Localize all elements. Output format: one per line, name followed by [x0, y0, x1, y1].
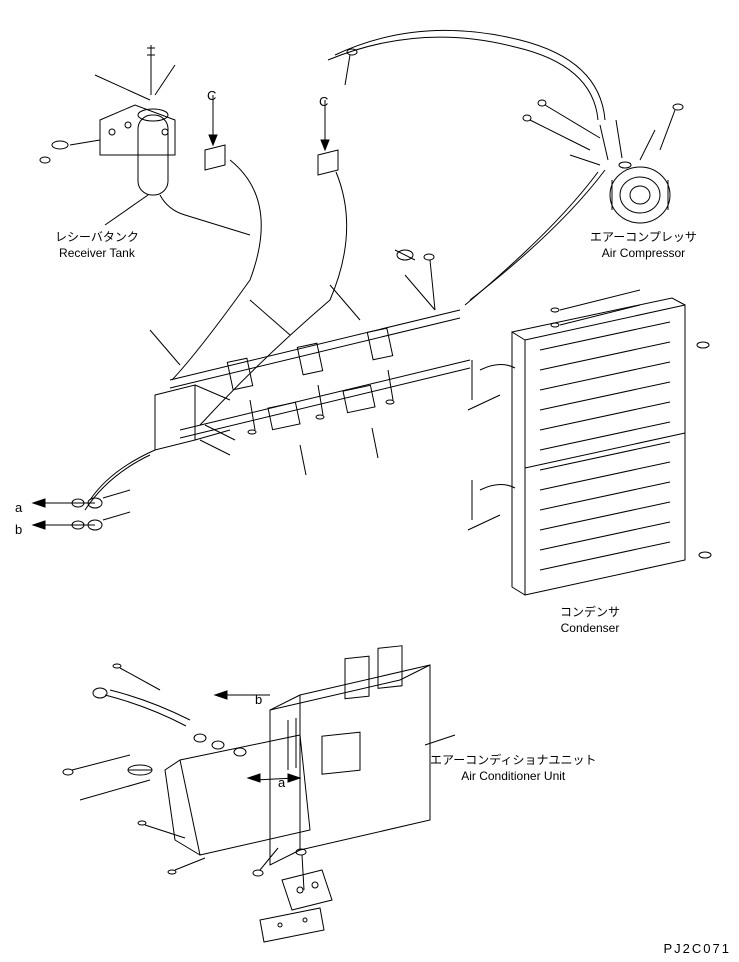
receiver-tank-label: レシーバタンク Receiver Tank	[55, 230, 139, 261]
air-conditioner-unit-jp: エアーコンディショナユニット	[430, 753, 596, 767]
air-conditioner-unit-en: Air Conditioner Unit	[461, 769, 565, 783]
air-compressor-label: エアーコンプレッサ Air Compressor	[590, 230, 697, 261]
receiver-tank-en: Receiver Tank	[59, 246, 135, 260]
marker-b-lower: b	[255, 692, 262, 707]
drawing-reference-id: PJ2C071	[664, 941, 731, 956]
condenser-label: コンデンサ Condenser	[560, 605, 620, 636]
marker-c-left: C	[207, 88, 216, 103]
condenser-jp: コンデンサ	[560, 605, 620, 619]
condenser-en: Condenser	[561, 621, 620, 635]
receiver-tank-jp: レシーバタンク	[55, 230, 139, 244]
schematic-drawing	[0, 0, 739, 962]
marker-a-lower: a	[278, 775, 285, 790]
marker-a-upper: a	[15, 500, 22, 515]
air-conditioner-unit-label: エアーコンディショナユニット Air Conditioner Unit	[430, 753, 596, 784]
marker-b-upper: b	[15, 522, 22, 537]
air-compressor-jp: エアーコンプレッサ	[590, 230, 697, 244]
marker-c-right: C	[319, 94, 328, 109]
air-compressor-en: Air Compressor	[602, 246, 685, 260]
